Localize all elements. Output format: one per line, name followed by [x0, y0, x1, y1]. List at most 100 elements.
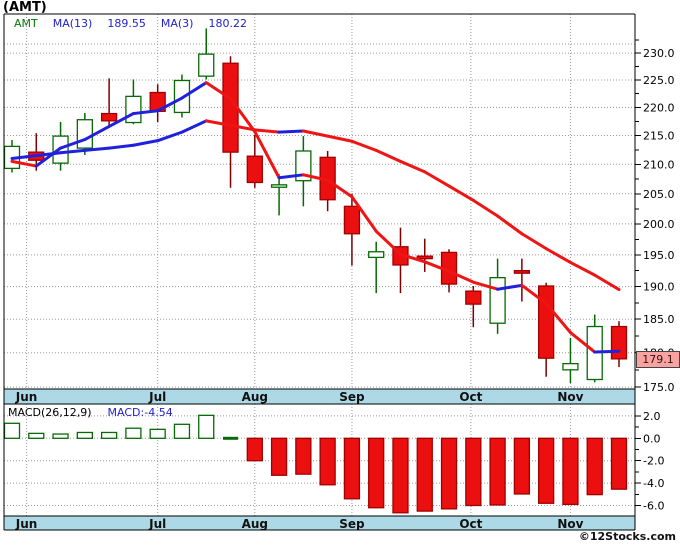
macd-bar-negative	[610, 437, 628, 490]
month-label: Nov	[557, 517, 583, 531]
macd-bar-negative	[246, 437, 263, 462]
macd-bar-positive	[28, 432, 45, 439]
macd-bar-negative	[416, 437, 433, 512]
macd-bar-zero	[223, 436, 239, 440]
macd-bar-negative	[270, 437, 288, 476]
ma13-line-segment	[398, 159, 427, 174]
ma13-line-segment	[471, 198, 500, 218]
ma3-line-segment	[398, 252, 427, 264]
candle-down	[416, 255, 433, 260]
ma3-line-segment	[568, 331, 597, 354]
ma13-line-segment	[156, 130, 184, 143]
macd-bar-negative	[586, 437, 603, 496]
ma13-line-segment	[520, 232, 548, 251]
ma3-line-segment	[593, 349, 621, 354]
ma13-line-segment	[59, 148, 87, 155]
candle-down	[538, 285, 555, 359]
macd-bar-negative	[513, 437, 531, 495]
ma13-line-segment	[10, 154, 38, 160]
month-axis-bar	[4, 516, 635, 530]
month-label: Jul	[148, 390, 166, 404]
macd-axis-label: 2.0	[643, 410, 661, 423]
ma13-line-segment	[326, 134, 354, 143]
macd-bar-negative	[319, 437, 336, 486]
ma13-line-segment	[593, 273, 621, 292]
month-label: Jun	[15, 517, 38, 531]
month-label: Oct	[459, 517, 482, 531]
macd-value-label: MACD:-4.54	[107, 406, 173, 419]
macd-bar-positive	[125, 427, 142, 439]
candle-up	[125, 95, 142, 124]
ma3-line-segment	[326, 178, 354, 199]
symbol-label: AMT	[14, 17, 38, 30]
ma3-line-segment	[301, 173, 330, 182]
macd-bar-positive	[173, 423, 191, 439]
candle-down	[513, 270, 531, 274]
month-label: Aug	[242, 517, 268, 531]
candle-up	[562, 362, 579, 371]
ma3-line-segment	[34, 146, 63, 168]
ma13-line-segment	[34, 151, 63, 158]
macd-bar-positive	[149, 428, 166, 439]
price-legend: AMT MA(13) 189.55 MA(3) 180.22	[14, 17, 262, 30]
macd-bar-negative	[440, 437, 458, 510]
ma13-line-segment	[204, 119, 233, 127]
ma3-line-segment	[423, 260, 451, 273]
price-axis-label: 220.0	[643, 101, 675, 114]
month-axis-bar	[4, 389, 635, 404]
ma13-line-segment	[568, 260, 597, 277]
last-price-badge: 179.1	[636, 351, 680, 368]
ma3-line-segment	[277, 173, 305, 180]
candle-up	[489, 277, 506, 324]
candle-up	[270, 184, 288, 188]
month-label: Sep	[339, 517, 365, 531]
month-label: Nov	[557, 390, 583, 404]
ma3-line-segment	[471, 280, 500, 291]
page-title: (AMT)	[3, 0, 47, 15]
candle-down	[246, 155, 263, 184]
price-axis-label: 200.0	[643, 218, 675, 231]
price-axis-label: 195.0	[643, 249, 675, 262]
ma13-line-segment	[374, 148, 402, 163]
price-axis-label: 205.0	[643, 188, 675, 201]
candle-down	[465, 290, 482, 305]
ma3-line-segment	[374, 229, 402, 256]
macd-axis-label: 0.0	[643, 432, 661, 445]
ma3-line-segment	[350, 195, 378, 233]
macd-bar-negative	[368, 437, 385, 509]
candle-down	[100, 112, 118, 122]
ma13-line-segment	[229, 123, 257, 132]
macd-params-label: MACD(26,12,9)	[8, 406, 92, 419]
macd-bar-positive	[76, 431, 93, 439]
ma3-line-segment	[544, 301, 572, 335]
macd-bar-negative	[562, 437, 579, 506]
month-label: Jun	[15, 390, 38, 404]
candle-up	[198, 53, 215, 77]
ma3-value: 180.22	[208, 17, 247, 30]
candle-up	[76, 119, 93, 149]
ma13-line-segment	[131, 139, 160, 147]
ma13-line-segment	[447, 184, 475, 202]
macd-bar-negative	[538, 437, 555, 504]
ma13-line-segment	[180, 119, 208, 134]
month-label: Sep	[339, 390, 365, 404]
macd-axis-label: -6.0	[643, 500, 664, 513]
macd-bar-positive	[198, 414, 215, 439]
ma3-line-segment	[520, 283, 548, 305]
ma13-line-segment	[83, 146, 111, 152]
candle-down	[610, 325, 628, 360]
price-axis-label: 215.0	[643, 130, 675, 143]
ma3-line-segment	[131, 109, 160, 116]
ma13-line-segment	[496, 214, 524, 236]
ma3-line-segment	[447, 269, 475, 284]
price-axis-label: 210.0	[643, 158, 675, 171]
ma3-label: MA(3)	[160, 17, 194, 30]
macd-axis-label: -2.0	[643, 455, 664, 468]
ma3-line-segment	[156, 96, 184, 113]
ma13-line-segment	[253, 128, 281, 134]
price-axis-label: 190.0	[643, 281, 675, 294]
macd-bar-positive	[3, 422, 21, 439]
ma13-line-segment	[350, 139, 378, 152]
